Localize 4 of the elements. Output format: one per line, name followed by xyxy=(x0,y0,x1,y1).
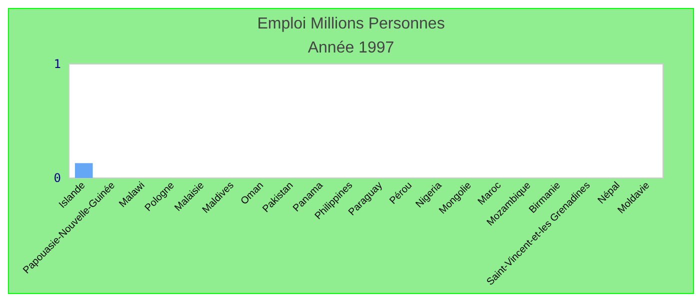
chart-title: Emploi Millions Personnes xyxy=(257,16,445,32)
y-tick-label: 1 xyxy=(54,57,61,71)
chart-subtitle: Année 1997 xyxy=(308,40,394,56)
y-tick-label: 0 xyxy=(54,171,61,185)
